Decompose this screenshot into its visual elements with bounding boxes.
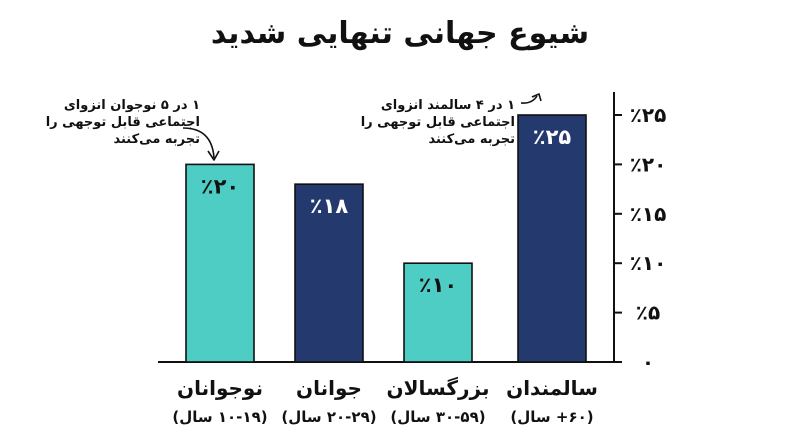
annotation-elderly: ۱ در ۴ سالمند انزوای اجتماعی قابل توجهی …	[360, 98, 515, 147]
y-tick-label: ٪۲۵	[630, 103, 667, 127]
annotation-arrow-elderly-head	[531, 93, 542, 102]
annotation-teens: ۱ در ۵ نوجوان انزوای اجتماعی قابل توجهی …	[45, 98, 200, 147]
x-tick-label: سالمندان	[506, 376, 598, 400]
bar	[403, 262, 473, 363]
chart-title: شیوع جهانی تنهایی شدید	[210, 16, 590, 51]
bar	[294, 183, 364, 363]
x-tick-label: بزرگسالان	[387, 376, 490, 400]
x-tick-label: نوجوانان	[177, 376, 263, 400]
bar-value-label: ٪۲۰	[201, 174, 239, 198]
y-tick-label: ٪۵	[636, 301, 660, 325]
y-tick-label: ٪۲۰	[630, 152, 667, 176]
x-tick-sublabel: (۳۰-۵۹ سال)	[390, 408, 485, 426]
annotation-arrow-teens-head	[207, 150, 220, 161]
y-tick-label: ۰	[642, 350, 654, 374]
y-tick-label: ٪۱۰	[630, 251, 667, 275]
bar-value-label: ٪۱۰	[419, 273, 457, 297]
bar	[185, 163, 255, 363]
x-tick-sublabel: (۱۰-۱۹ سال)	[172, 408, 267, 426]
annotation-arrow-elderly	[520, 95, 538, 104]
bar-value-label: ٪۱۸	[310, 194, 349, 218]
annotation-arrow-teens	[182, 127, 215, 159]
bar-value-label: ٪۲۵	[533, 125, 572, 149]
x-tick-sublabel: (۶۰+ سال)	[510, 408, 593, 426]
bar	[517, 114, 587, 363]
x-tick-label: جوانان	[296, 376, 362, 400]
y-tick-label: ٪۱۵	[630, 202, 667, 226]
x-tick-sublabel: (۲۰-۲۹ سال)	[281, 408, 376, 426]
